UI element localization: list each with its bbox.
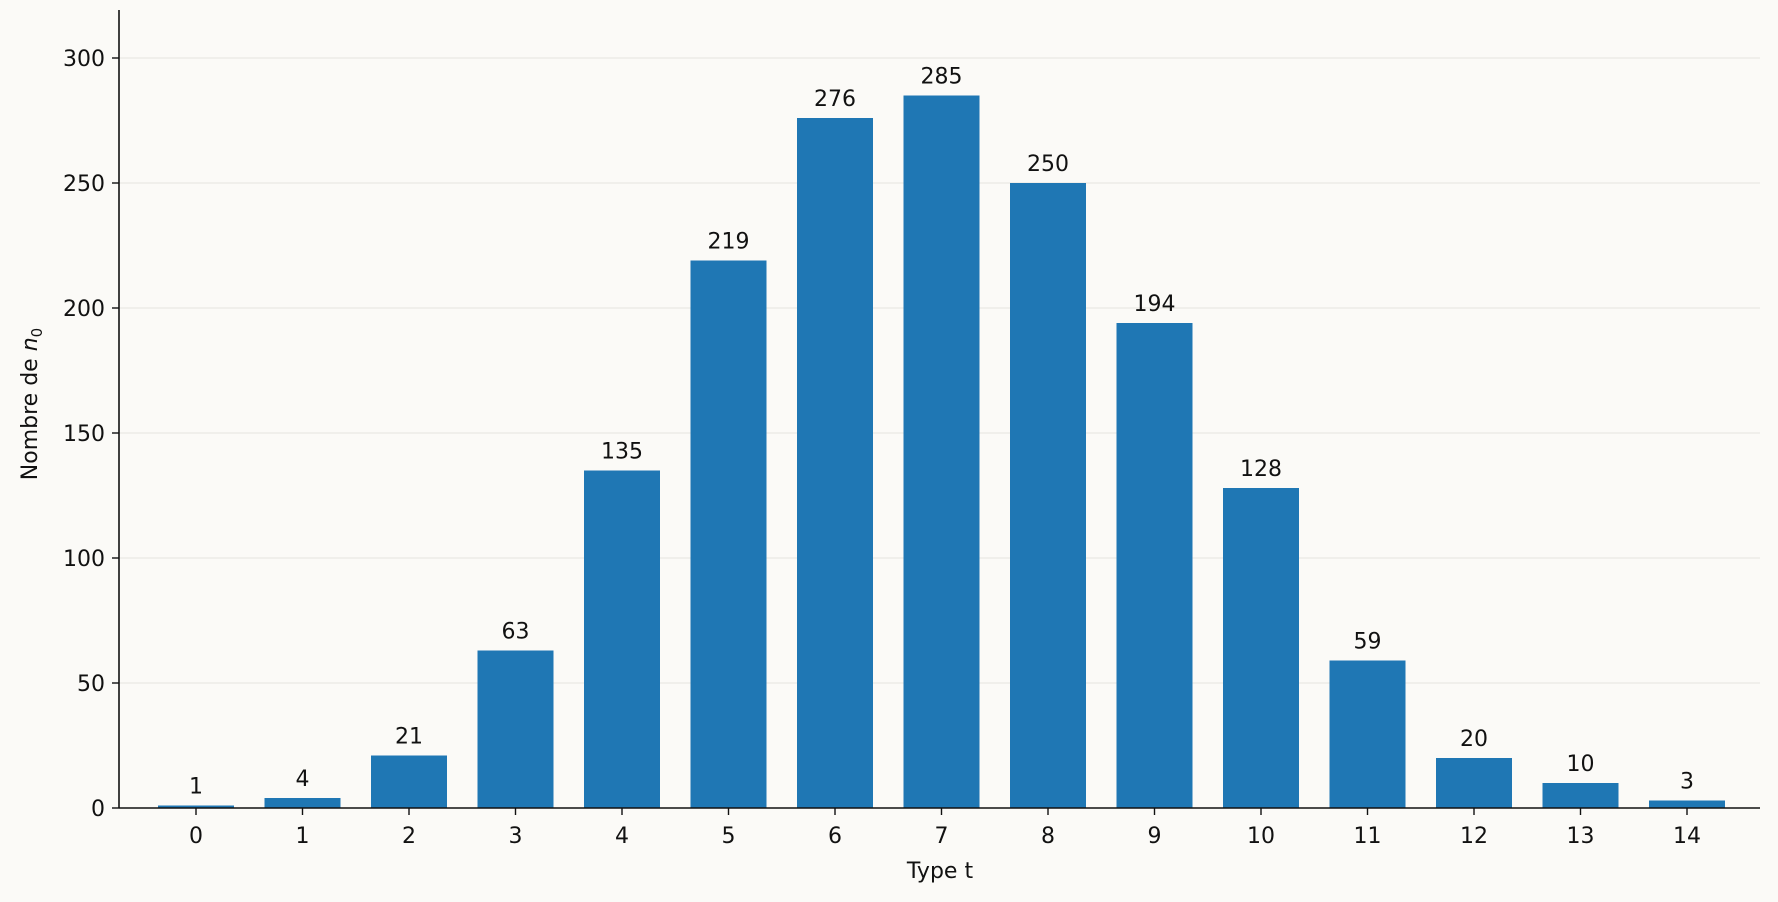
- data-label: 20: [1460, 727, 1488, 752]
- bar: [158, 805, 234, 808]
- y-tick-label: 300: [63, 47, 105, 72]
- bar: [584, 470, 660, 808]
- bar: [903, 95, 980, 808]
- bar: [1542, 783, 1619, 808]
- data-label: 21: [395, 725, 423, 750]
- x-tick-label: 1: [296, 824, 310, 849]
- data-label: 4: [296, 767, 310, 792]
- x-tick-label: 9: [1148, 824, 1162, 849]
- data-label: 3: [1680, 770, 1694, 795]
- x-tick-label: 12: [1460, 824, 1488, 849]
- bar: [1010, 183, 1086, 808]
- bar: [1329, 660, 1406, 808]
- x-tick-label: 6: [828, 824, 842, 849]
- y-axis-label-subscript: 0: [28, 328, 46, 338]
- x-tick-label: 2: [402, 824, 416, 849]
- bar: [1649, 800, 1725, 808]
- data-label: 250: [1027, 152, 1069, 177]
- data-label: 285: [921, 65, 963, 90]
- y-axis-label: Nombre de n0: [18, 328, 46, 480]
- x-tick-label: 3: [509, 824, 523, 849]
- bar: [1436, 758, 1512, 808]
- x-tick-label: 10: [1247, 824, 1275, 849]
- x-axis-label: Type t: [906, 859, 974, 884]
- x-tick-label: 13: [1567, 824, 1595, 849]
- bar: [1223, 488, 1299, 808]
- bar: [264, 798, 341, 808]
- data-label-layer: 1 4 21 63 135 219 276 285 250 194 128 59 20 10 3: [189, 65, 1694, 800]
- data-label: 59: [1354, 630, 1382, 655]
- data-label: 219: [708, 230, 750, 255]
- x-tick-label: 11: [1354, 824, 1382, 849]
- data-label: 276: [814, 87, 856, 112]
- y-tick-label: 100: [63, 547, 105, 572]
- x-tick-label: 8: [1041, 824, 1055, 849]
- y-axis-label-variable: n: [18, 337, 43, 351]
- y-tick-label: 0: [91, 797, 105, 822]
- y-tick-label: 200: [63, 297, 105, 322]
- y-axis-label-text: Nombre de: [18, 351, 43, 480]
- y-tick-label: 250: [63, 172, 105, 197]
- x-tick-label: 14: [1673, 824, 1701, 849]
- x-tick-label: 5: [722, 824, 736, 849]
- y-tick-label: 50: [77, 672, 105, 697]
- bar: [797, 118, 873, 808]
- x-tick-label: 0: [189, 824, 203, 849]
- y-tick-label: 150: [63, 422, 105, 447]
- data-label: 10: [1567, 752, 1595, 777]
- data-label: 128: [1240, 457, 1282, 482]
- data-label: 1: [189, 775, 203, 800]
- data-label: 194: [1134, 292, 1176, 317]
- bar: [371, 755, 447, 808]
- x-tick-label: 7: [935, 824, 949, 849]
- bar: [690, 260, 767, 808]
- data-label: 63: [502, 620, 530, 645]
- data-label: 135: [601, 440, 643, 465]
- bar: [477, 650, 554, 808]
- bar: [1116, 323, 1193, 808]
- x-tick-label: 4: [615, 824, 629, 849]
- bar-layer: [158, 95, 1725, 808]
